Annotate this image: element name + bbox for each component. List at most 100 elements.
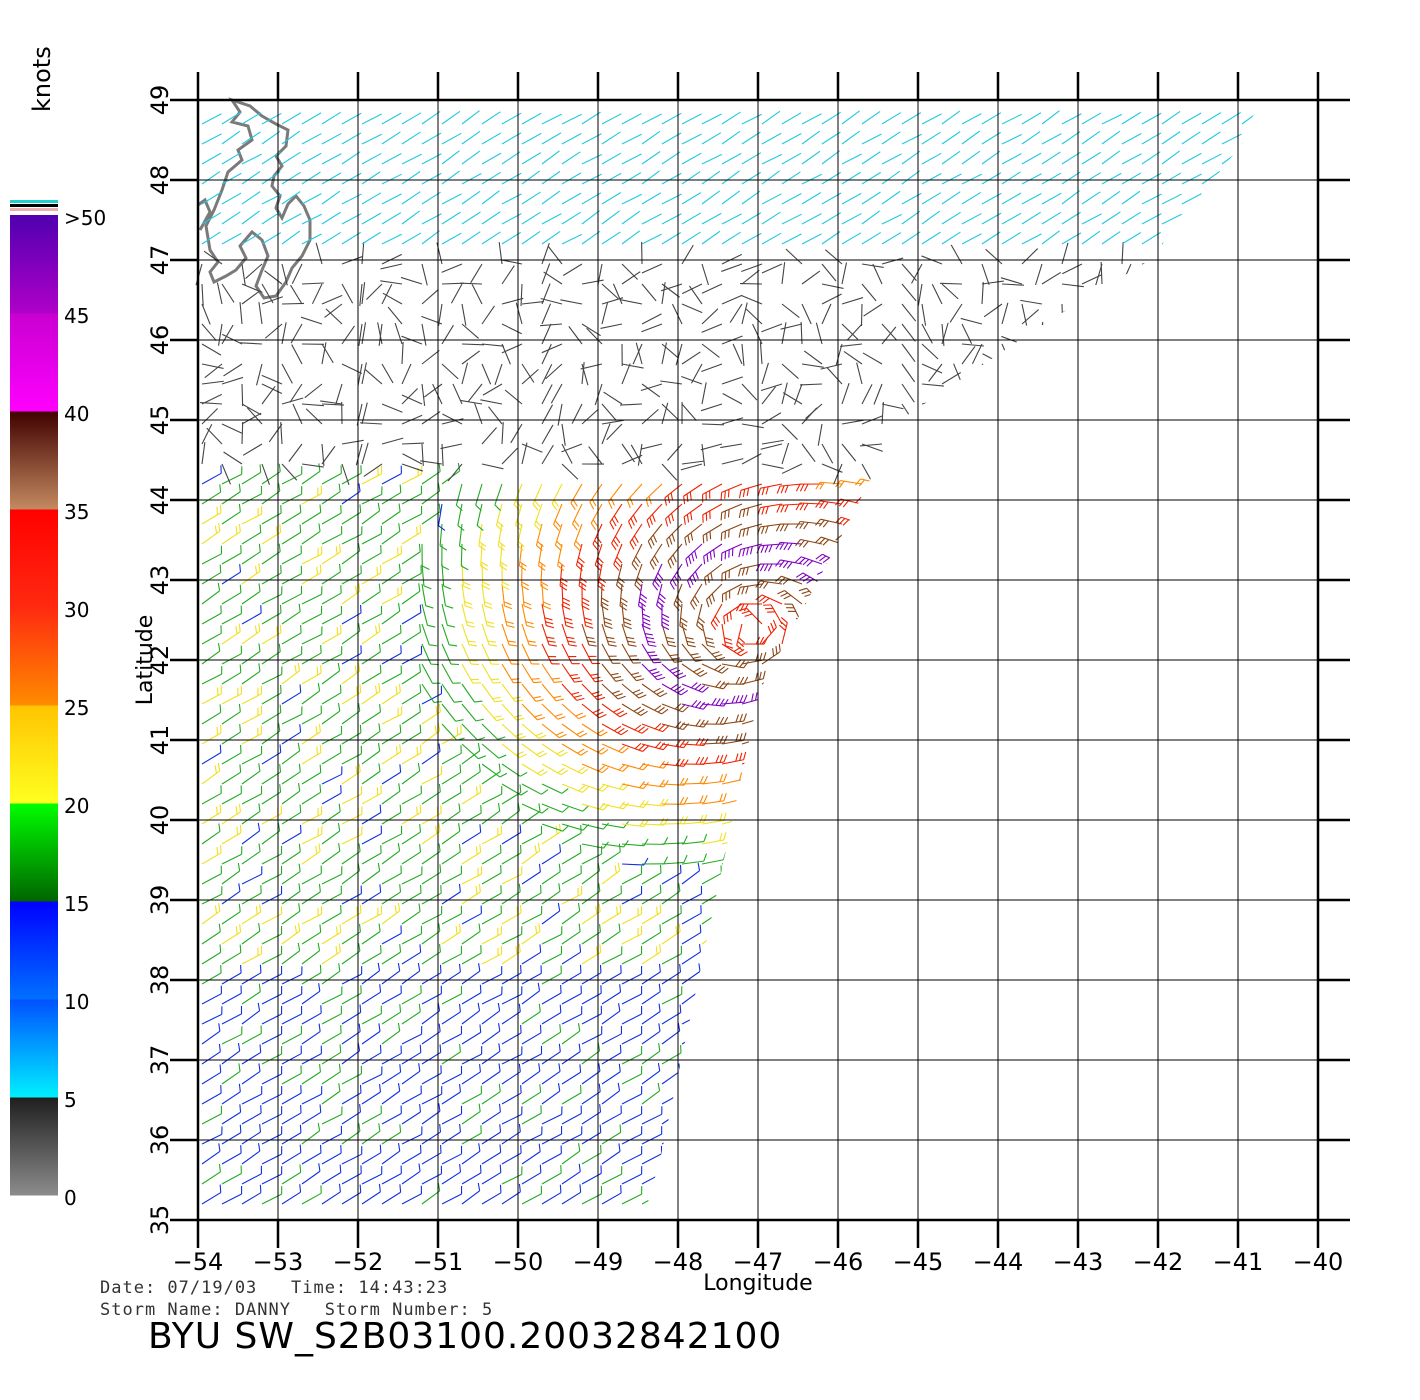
wind-barb-feather xyxy=(1074,745,1078,754)
wind-barb-feather xyxy=(1199,1004,1202,1013)
wind-barb-feather xyxy=(339,1164,342,1173)
wind-barb-feather xyxy=(619,712,628,718)
wind-barb-feather xyxy=(560,769,569,776)
wind-barb-feather xyxy=(519,753,527,759)
wind-barb-feather xyxy=(724,490,726,499)
wind-barb-shaft xyxy=(1201,550,1221,565)
wind-barb-shaft xyxy=(341,1073,362,1085)
wind-barb-shaft xyxy=(301,1192,322,1205)
wind-barb-shaft xyxy=(941,953,962,965)
wind-barb-feather xyxy=(714,664,722,671)
wind-barb-shaft xyxy=(321,571,341,585)
wind-barb-feather xyxy=(658,1023,661,1032)
wind-barb-feather xyxy=(690,682,698,689)
wind-barb-feather xyxy=(819,555,827,562)
wind-barb-shaft xyxy=(241,830,260,845)
wind-barb-shaft xyxy=(821,790,840,805)
wind-barb-shaft xyxy=(1141,1131,1161,1145)
wind-barb-feather xyxy=(594,679,603,683)
wind-barb-feather xyxy=(873,759,878,768)
wind-barb-feather xyxy=(497,545,505,551)
wind-barb-shaft xyxy=(941,1010,961,1025)
wind-barb-feather xyxy=(1197,1122,1201,1132)
wind-barb-shaft xyxy=(281,851,301,865)
wind-barb-shaft xyxy=(893,603,903,625)
wind-barb-feather xyxy=(643,819,649,827)
wind-barb-feather xyxy=(791,638,796,647)
wind-barb-feather xyxy=(896,530,905,536)
wind-barb-shaft xyxy=(581,823,604,830)
wind-barb-feather xyxy=(735,753,739,762)
wind-barb-feather xyxy=(847,725,852,734)
wind-barb-feather xyxy=(669,582,675,590)
wind-barb-feather xyxy=(699,1184,702,1193)
wind-barb-feather xyxy=(998,923,1001,932)
wind-barb-feather xyxy=(214,765,217,774)
wind-barb-shaft xyxy=(301,672,322,685)
wind-barb-feather xyxy=(948,609,957,612)
wind-barb-feather xyxy=(1237,1123,1241,1132)
wind-barb-feather xyxy=(477,1182,481,1191)
wind-barb-feather xyxy=(1238,683,1241,692)
wind-barb-feather xyxy=(434,725,437,734)
wind-barb-shaft xyxy=(661,1070,681,1085)
wind-barb-shaft xyxy=(341,950,361,965)
wind-barb-feather xyxy=(678,704,686,711)
wind-barb-shaft xyxy=(1201,530,1221,545)
wind-barb-shaft xyxy=(1121,931,1141,945)
wind-barb-feather xyxy=(1218,943,1221,952)
wind-barb-shaft xyxy=(649,543,663,563)
wind-barb-shaft xyxy=(781,772,802,785)
wind-barb-shaft xyxy=(941,993,963,1005)
wind-barb-feather xyxy=(977,963,981,972)
wind-barb-feather xyxy=(659,817,665,826)
wind-barb-feather xyxy=(875,495,882,502)
wind-barb-shaft xyxy=(941,912,962,925)
wind-barb-shaft xyxy=(1262,692,1281,704)
wind-barb-shaft xyxy=(421,1190,441,1205)
wind-barb-shaft xyxy=(1021,1192,1042,1205)
wind-barb-shaft xyxy=(401,1193,422,1205)
wind-barb-shaft xyxy=(201,752,222,765)
wind-barb-shaft xyxy=(321,1013,342,1025)
wind-barb-feather xyxy=(218,1043,221,1052)
wind-barb-feather xyxy=(818,763,821,772)
wind-barb-shaft xyxy=(521,1172,542,1185)
wind-barb-feather xyxy=(679,1004,682,1013)
wind-barb-feather xyxy=(658,724,666,731)
wind-barb-shaft xyxy=(1181,813,1202,825)
wind-barb-feather xyxy=(1017,489,1026,494)
wind-barb-feather xyxy=(736,644,744,652)
wind-barb-shaft xyxy=(1081,1032,1102,1045)
wind-barb-feather xyxy=(598,765,606,772)
wind-barb-shaft xyxy=(361,613,382,625)
wind-barb-feather xyxy=(632,689,641,694)
wind-barb-feather xyxy=(854,478,862,486)
wind-barb-feather xyxy=(620,729,629,736)
wind-barb-shaft xyxy=(921,723,931,745)
wind-barb-feather xyxy=(613,564,620,571)
wind-barb-shaft xyxy=(801,932,822,945)
wind-barb-feather xyxy=(899,495,907,502)
wind-barb-feather xyxy=(515,945,518,955)
wind-barb-shaft xyxy=(521,1070,541,1085)
wind-barb-feather xyxy=(803,483,809,492)
wind-barb-feather xyxy=(943,740,950,748)
wind-barb-feather xyxy=(738,943,741,952)
wind-barb-shaft xyxy=(421,851,441,865)
wind-barb-feather xyxy=(1198,583,1201,592)
wind-barb-shaft xyxy=(781,1170,801,1185)
wind-barb-shaft xyxy=(1121,711,1141,725)
wind-barb-feather xyxy=(683,796,689,805)
wind-barb-shaft xyxy=(881,1171,901,1185)
wind-barb-feather xyxy=(694,595,700,604)
wind-barb-shaft xyxy=(461,1031,481,1045)
wind-barb-shaft xyxy=(221,890,241,905)
wind-barb-shaft xyxy=(421,930,441,945)
wind-barb-shaft xyxy=(401,1133,423,1145)
wind-barb-shaft xyxy=(1021,1093,1042,1105)
wind-barb-shaft xyxy=(421,511,441,525)
wind-barb-feather xyxy=(623,840,629,848)
wind-barb-feather xyxy=(795,521,801,529)
wind-barb-shaft xyxy=(201,792,222,805)
